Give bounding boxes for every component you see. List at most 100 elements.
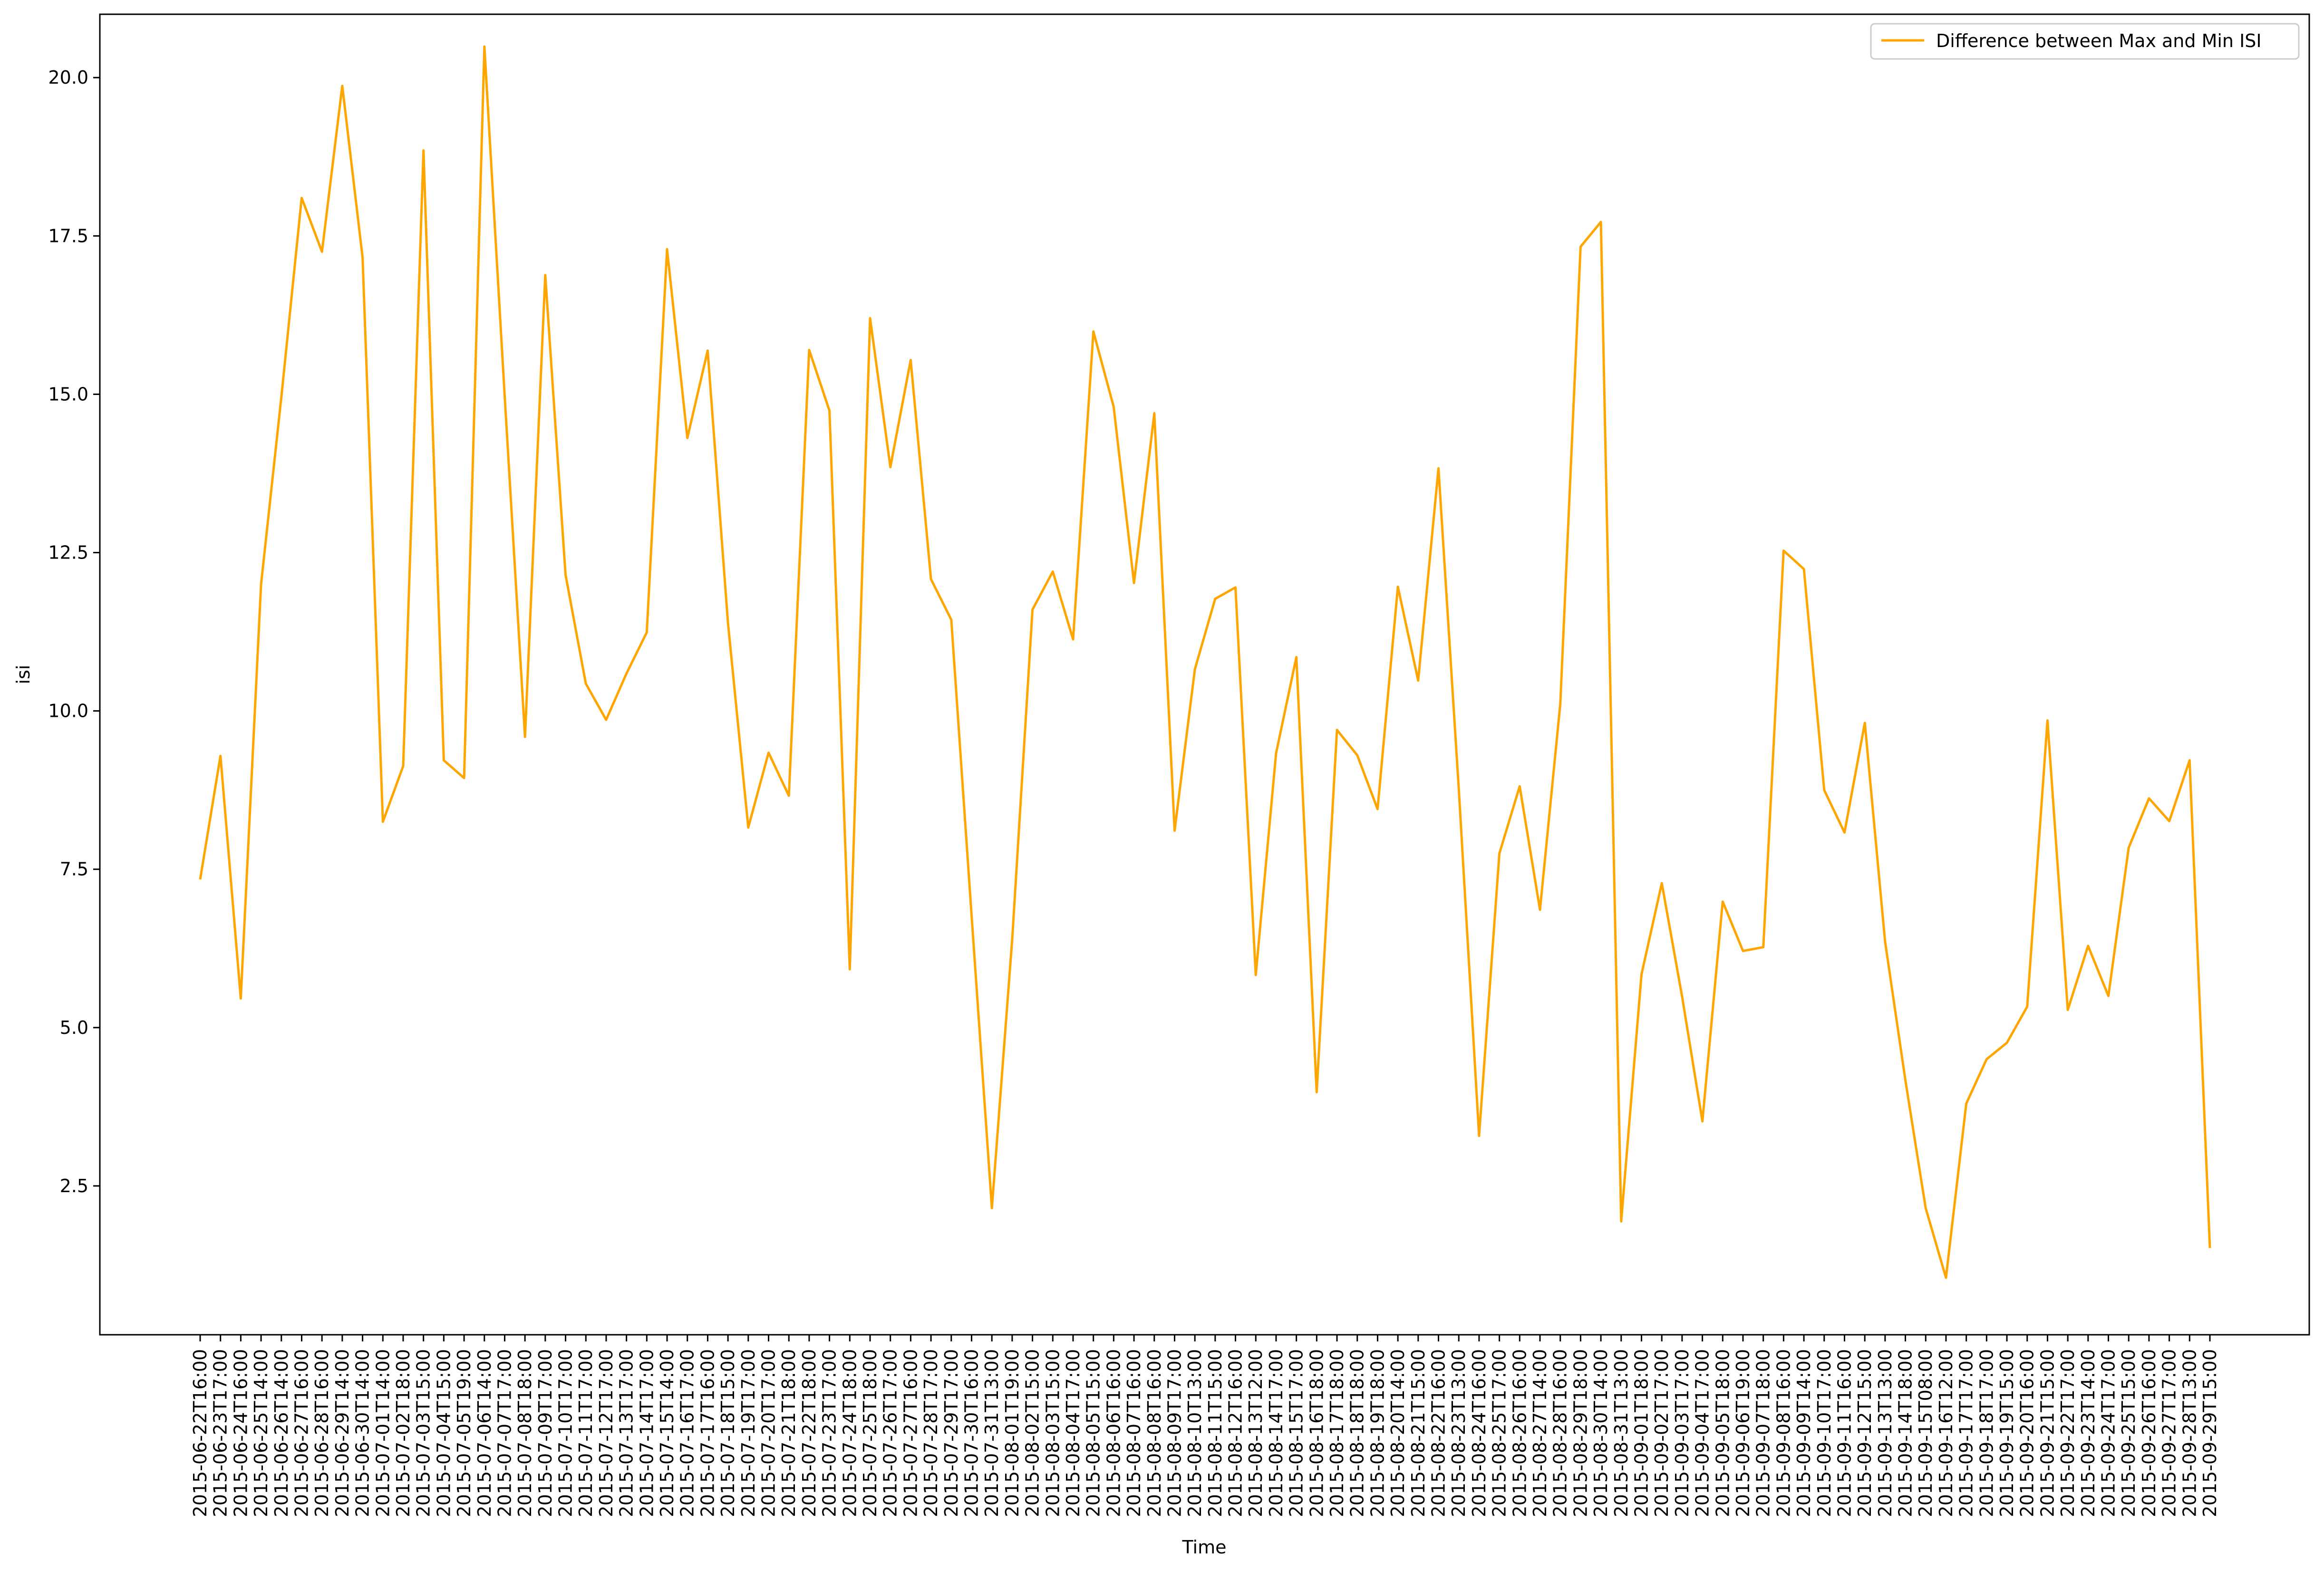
x-tick-label: 2015-07-15T14:00	[657, 1349, 678, 1517]
x-tick-label: 2015-07-09T17:00	[535, 1349, 556, 1517]
x-tick-label: 2015-06-22T16:00	[190, 1349, 211, 1517]
y-tick-label: 5.0	[60, 1017, 88, 1038]
x-tick-label: 2015-08-25T17:00	[1489, 1349, 1510, 1517]
x-tick-label: 2015-09-16T12:00	[1936, 1349, 1956, 1517]
x-tick-label: 2015-07-30T16:00	[961, 1349, 982, 1517]
x-tick-label: 2015-09-20T16:00	[2017, 1349, 2038, 1517]
x-tick-label: 2015-09-18T17:00	[1976, 1349, 1997, 1517]
x-tick-label: 2015-09-03T17:00	[1672, 1349, 1693, 1517]
x-tick-label: 2015-09-14T18:00	[1895, 1349, 1916, 1517]
x-tick-label: 2015-06-29T14:00	[332, 1349, 353, 1517]
x-tick-label: 2015-08-07T16:00	[1123, 1349, 1144, 1517]
x-tick-label: 2015-08-02T15:00	[1022, 1349, 1043, 1517]
x-tick-label: 2015-08-15T17:00	[1286, 1349, 1307, 1517]
data-point	[2047, 720, 2048, 721]
data-point	[707, 350, 708, 351]
x-tick-label: 2015-09-12T15:00	[1854, 1349, 1875, 1517]
x-tick-label: 2015-08-13T12:00	[1245, 1349, 1266, 1517]
data-point	[1235, 587, 1236, 588]
y-tick-label: 15.0	[48, 384, 88, 405]
x-tick-label: 2015-09-24T17:00	[2098, 1349, 2119, 1517]
x-tick-label: 2015-08-18T18:00	[1347, 1349, 1368, 1517]
x-tick-label: 2015-06-24T16:00	[230, 1349, 251, 1517]
x-tick-label: 2015-08-08T16:00	[1144, 1349, 1165, 1517]
x-axis-title: Time	[1182, 1537, 1227, 1558]
x-tick-label: 2015-07-13T17:00	[616, 1349, 637, 1517]
plot-frame	[99, 13, 2310, 1336]
data-point	[1986, 1059, 1987, 1060]
legend-box	[1870, 23, 2300, 60]
x-tick-label: 2015-09-21T15:00	[2037, 1349, 2058, 1517]
x-tick-label: 2015-07-01T14:00	[372, 1349, 393, 1517]
x-tick-label: 2015-07-11T17:00	[575, 1349, 596, 1517]
x-tick-label: 2015-07-12T17:00	[596, 1349, 617, 1517]
x-tick-label: 2015-07-29T17:00	[941, 1349, 962, 1517]
x-tick-label: 2015-08-30T14:00	[1590, 1349, 1611, 1517]
data-point	[1174, 830, 1175, 831]
x-tick-label: 2015-09-05T18:00	[1712, 1349, 1733, 1517]
x-tick-label: 2015-08-12T16:00	[1225, 1349, 1246, 1517]
x-tick-label: 2015-08-27T14:00	[1530, 1349, 1550, 1517]
y-tick-label: 20.0	[48, 67, 88, 88]
x-tick-label: 2015-09-19T15:00	[1996, 1349, 2017, 1517]
x-tick-label: 2015-07-23T17:00	[819, 1349, 840, 1517]
x-tick-label: 2015-09-08T16:00	[1773, 1349, 1794, 1517]
x-tick-label: 2015-08-23T13:00	[1448, 1349, 1469, 1517]
x-tick-label: 2015-07-27T16:00	[900, 1349, 921, 1517]
x-tick-label: 2015-08-19T18:00	[1367, 1349, 1388, 1517]
x-tick-label: 2015-08-03T15:00	[1042, 1349, 1063, 1517]
x-tick-label: 2015-07-16T17:00	[677, 1349, 698, 1517]
x-tick-label: 2015-07-19T17:00	[738, 1349, 759, 1517]
x-tick-label: 2015-07-08T18:00	[514, 1349, 535, 1517]
x-tick-label: 2015-08-17T18:00	[1327, 1349, 1347, 1517]
data-point	[1093, 331, 1094, 332]
x-tick-label: 2015-08-14T17:00	[1266, 1349, 1287, 1517]
x-tick-label: 2015-08-21T15:00	[1408, 1349, 1429, 1517]
x-tick-label: 2015-08-16T18:00	[1306, 1349, 1327, 1517]
x-tick-label: 2015-07-07T17:00	[494, 1349, 515, 1517]
x-tick-label: 2015-09-28T13:00	[2179, 1349, 2200, 1517]
x-tick-label: 2015-09-11T16:00	[1834, 1349, 1855, 1517]
x-tick-label: 2015-08-11T15:00	[1205, 1349, 1226, 1517]
x-tick-label: 2015-07-06T14:00	[474, 1349, 495, 1517]
y-tick-label: 7.5	[60, 859, 88, 880]
x-tick-label: 2015-09-27T17:00	[2159, 1349, 2180, 1517]
x-tick-label: 2015-08-24T16:00	[1469, 1349, 1490, 1517]
x-tick-label: 2015-08-04T17:00	[1063, 1349, 1084, 1517]
x-tick-label: 2015-08-29T18:00	[1570, 1349, 1591, 1517]
y-tick-label: 17.5	[48, 225, 88, 246]
x-tick-label: 2015-07-25T18:00	[860, 1349, 881, 1517]
x-tick-label: 2015-07-31T13:00	[981, 1349, 1002, 1517]
x-tick-label: 2015-09-02T17:00	[1651, 1349, 1672, 1517]
series-lines	[199, 45, 2211, 1279]
x-tick-label: 2015-07-10T17:00	[555, 1349, 576, 1517]
x-tick-label: 2015-08-01T19:00	[1002, 1349, 1023, 1517]
data-point	[1844, 832, 1845, 833]
x-tick-label: 2015-09-25T15:00	[2118, 1349, 2139, 1517]
data-point	[667, 249, 668, 250]
x-tick-label: 2015-09-10T17:00	[1814, 1349, 1835, 1517]
y-tick-label: 12.5	[48, 542, 88, 563]
x-tick-label: 2015-08-10T13:00	[1184, 1349, 1205, 1517]
data-point	[971, 915, 972, 916]
x-tick-label: 2015-07-17T16:00	[697, 1349, 718, 1517]
x-tick-label: 2015-09-23T14:00	[2078, 1349, 2099, 1517]
x-tick-label: 2015-08-22T16:00	[1428, 1349, 1449, 1517]
x-tick-label: 2015-06-28T16:00	[311, 1349, 332, 1517]
x-tick-label: 2015-09-15T08:00	[1915, 1349, 1936, 1517]
x-tick-label: 2015-07-02T18:00	[393, 1349, 414, 1517]
y-axis-title: isi	[13, 665, 34, 684]
x-tick-label: 2015-07-28T17:00	[920, 1349, 941, 1517]
data-point	[2189, 760, 2190, 761]
x-tick-label: 2015-09-09T14:00	[1793, 1349, 1814, 1517]
x-tick-label: 2015-09-17T17:00	[1956, 1349, 1977, 1517]
legend-label: Difference between Max and Min ISI	[1936, 30, 2262, 51]
x-tick-label: 2015-07-26T17:00	[880, 1349, 901, 1517]
y-axis-ticks: 2.5 5.0 7.5 10.0 12.5 15.0 17.5 20.0	[48, 67, 100, 1196]
x-tick-label: 2015-09-07T18:00	[1753, 1349, 1774, 1517]
data-point	[1032, 609, 1033, 610]
x-tick-label: 2015-07-21T18:00	[778, 1349, 799, 1517]
x-tick-label: 2015-06-25T14:00	[251, 1349, 271, 1517]
x-tick-label: 2015-09-26T16:00	[2139, 1349, 2159, 1517]
